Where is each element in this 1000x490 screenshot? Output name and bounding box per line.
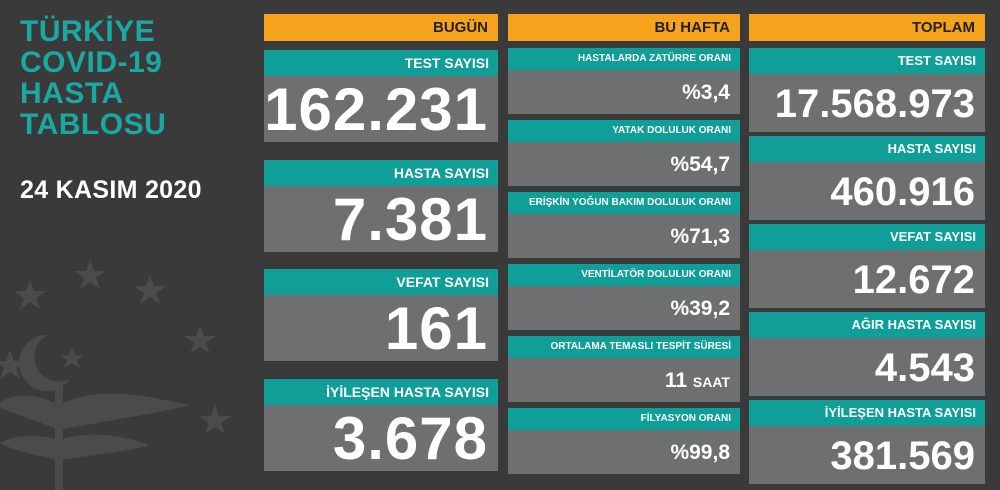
title-line-1: TÜRKİYE [20, 15, 156, 48]
report-date: 24 KASIM 2020 [20, 176, 202, 204]
week-ventilator-label: VENTİLATÖR DOLULUK ORANI [508, 264, 740, 286]
total-severe-card: AĞIR HASTA SAYISI 4.543 [749, 312, 985, 396]
total-test-label: TEST SAYISI [749, 48, 985, 74]
total-death-label: VEFAT SAYISI [749, 224, 985, 250]
total-death-card: VEFAT SAYISI 12.672 [749, 224, 985, 308]
week-filiation-value: %99,8 [508, 430, 740, 474]
today-death-label: VEFAT SAYISI [264, 269, 498, 295]
week-filiation-card: FİLYASYON ORANI %99,8 [508, 408, 740, 474]
today-case-label: HASTA SAYISI [264, 160, 498, 186]
today-test-value: 162.231 [264, 76, 498, 143]
title-line-4: TABLOSU [20, 108, 167, 141]
page-title: TÜRKİYE COVID-19 HASTA TABLOSU [20, 16, 166, 140]
ministry-emblem-icon [0, 260, 231, 490]
week-contact-label: ORTALAMA TEMASLI TESPİT SÜRESİ [508, 336, 740, 358]
week-contact-value: 11 SAAT [508, 358, 740, 402]
week-icu-value: %71,3 [508, 214, 740, 258]
week-contact-card: ORTALAMA TEMASLI TESPİT SÜRESİ 11 SAAT [508, 336, 740, 402]
total-case-value: 460.916 [749, 162, 985, 220]
week-bed-value: %54,7 [508, 142, 740, 186]
today-header: BUGÜN [264, 14, 498, 41]
week-contact-number: 11 [664, 369, 688, 392]
total-death-value: 12.672 [749, 250, 985, 308]
total-case-label: HASTA SAYISI [749, 136, 985, 162]
week-filiation-label: FİLYASYON ORANI [508, 408, 740, 430]
week-bed-card: YATAK DOLULUK ORANI %54,7 [508, 120, 740, 186]
today-recovered-label: İYİLEŞEN HASTA SAYISI [264, 379, 498, 405]
today-death-value: 161 [264, 295, 498, 362]
total-column: TOPLAM TEST SAYISI 17.568.973 HASTA SAYI… [749, 14, 985, 484]
total-severe-value: 4.543 [749, 338, 985, 396]
today-recovered-value: 3.678 [264, 405, 498, 472]
today-test-label: TEST SAYISI [264, 50, 498, 76]
total-severe-label: AĞIR HASTA SAYISI [749, 312, 985, 338]
total-case-card: HASTA SAYISI 460.916 [749, 136, 985, 220]
title-line-3: HASTA [20, 77, 124, 110]
title-line-2: COVID-19 [20, 46, 163, 79]
today-test-card: TEST SAYISI 162.231 [264, 50, 498, 143]
week-ventilator-card: VENTİLATÖR DOLULUK ORANI %39,2 [508, 264, 740, 330]
week-icu-label: ERİŞKİN YOĞUN BAKIM DOLULUK ORANI [508, 192, 740, 214]
week-header: BU HAFTA [508, 14, 740, 41]
total-recovered-card: İYİLEŞEN HASTA SAYISI 381.569 [749, 400, 985, 484]
week-bed-label: YATAK DOLULUK ORANI [508, 120, 740, 142]
today-column: BUGÜN TEST SAYISI 162.231 HASTA SAYISI 7… [264, 14, 498, 472]
total-recovered-value: 381.569 [749, 426, 985, 484]
total-header: TOPLAM [749, 14, 985, 41]
week-column: BU HAFTA HASTALARDA ZATÜRRE ORANI %3,4 Y… [508, 14, 740, 474]
week-contact-unit: SAAT [692, 374, 730, 390]
total-recovered-label: İYİLEŞEN HASTA SAYISI [749, 400, 985, 426]
week-icu-card: ERİŞKİN YOĞUN BAKIM DOLULUK ORANI %71,3 [508, 192, 740, 258]
today-case-value: 7.381 [264, 186, 498, 253]
week-pneumonia-value: %3,4 [508, 70, 740, 114]
total-test-card: TEST SAYISI 17.568.973 [749, 48, 985, 132]
week-pneumonia-label: HASTALARDA ZATÜRRE ORANI [508, 48, 740, 70]
week-ventilator-value: %39,2 [508, 286, 740, 330]
today-death-card: VEFAT SAYISI 161 [264, 269, 498, 362]
today-case-card: HASTA SAYISI 7.381 [264, 160, 498, 253]
total-test-value: 17.568.973 [749, 74, 985, 132]
week-pneumonia-card: HASTALARDA ZATÜRRE ORANI %3,4 [508, 48, 740, 114]
today-recovered-card: İYİLEŞEN HASTA SAYISI 3.678 [264, 379, 498, 472]
